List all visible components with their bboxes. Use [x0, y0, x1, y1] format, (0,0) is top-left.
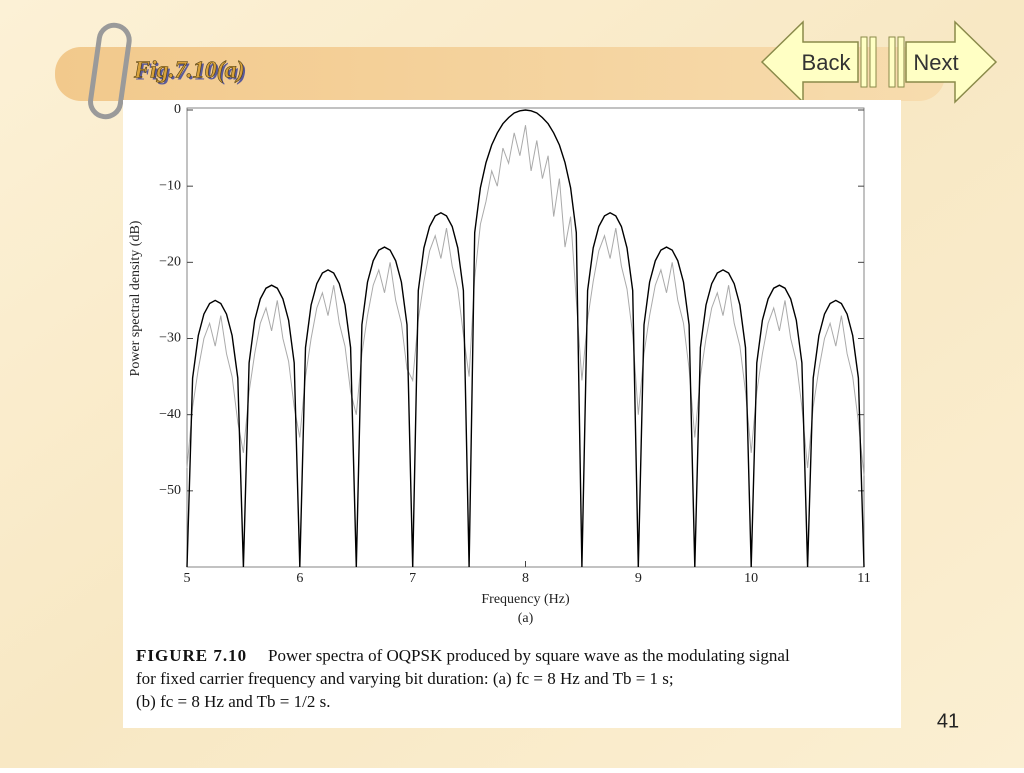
series-line: [186, 125, 865, 476]
slide-title: Fig.7.10(a): [133, 58, 245, 84]
caption-label: FIGURE 7.10: [136, 646, 247, 665]
x-tick-label: 7: [409, 571, 416, 586]
button-separator: [860, 36, 905, 88]
x-tick-label: 9: [635, 571, 642, 586]
separator-bar: [897, 36, 905, 88]
slide-title-shadow: Fig.7.10(a): [135, 60, 247, 86]
next-arrow[interactable]: [905, 20, 998, 104]
separator-bar: [869, 36, 877, 88]
back-label[interactable]: Back: [802, 50, 852, 75]
series-line: [186, 109, 865, 568]
y-tick-label: −40: [159, 407, 181, 422]
x-axis-label: Frequency (Hz): [481, 592, 570, 607]
x-tick-label: 10: [744, 571, 758, 586]
caption-line: for fixed carrier frequency and varying …: [136, 669, 674, 688]
back-button[interactable]: Back: [760, 20, 859, 104]
y-tick-label: −10: [159, 178, 181, 193]
back-arrow[interactable]: [760, 20, 859, 104]
y-tick-label: −30: [159, 331, 181, 346]
next-label[interactable]: Next: [913, 50, 958, 75]
x-tick-label: 5: [184, 571, 191, 586]
paperclip: [88, 22, 132, 120]
y-axis-label: Power spectral density (dB): [128, 220, 143, 376]
separator-bar: [888, 36, 896, 88]
x-tick-label: 8: [522, 571, 529, 586]
y-tick-label: −20: [159, 255, 181, 270]
caption-line: Power spectra of OQPSK produced by squar…: [268, 646, 790, 665]
chart-subtitle: (a): [518, 611, 534, 626]
separator-bar: [860, 36, 868, 88]
x-tick-label: 6: [296, 571, 303, 586]
y-tick-label: 0: [174, 102, 181, 117]
title-banner: [55, 47, 945, 101]
page-number: 41: [937, 710, 959, 732]
next-button[interactable]: Next: [905, 20, 998, 104]
x-tick-label: 11: [857, 571, 870, 586]
y-tick-label: −50: [159, 483, 181, 498]
figure-panel: [123, 100, 901, 728]
caption-line: (b) fc = 8 Hz and Tb = 1/2 s.: [136, 692, 331, 711]
